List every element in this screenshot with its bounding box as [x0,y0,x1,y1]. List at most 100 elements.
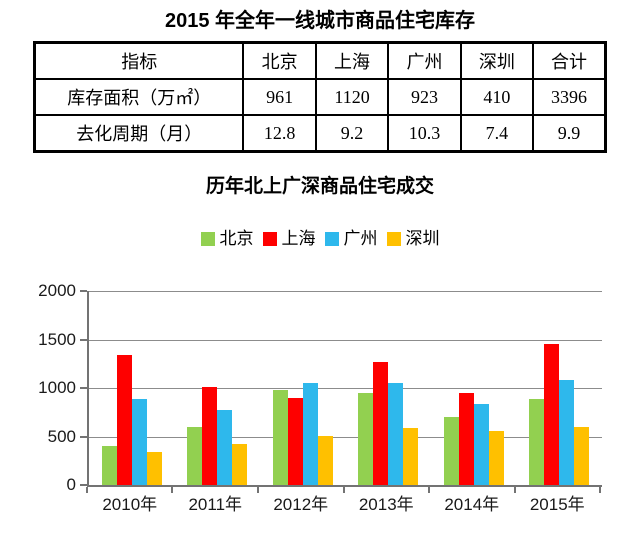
col-header-beijing: 北京 [242,41,317,80]
legend-label: 上海 [281,229,316,248]
cell-value: 3396 [532,78,607,116]
y-tick-mark [80,338,87,341]
bar-group-2014年 [431,291,517,485]
bar-group-2010年 [89,291,175,485]
y-tick-label: 0 [66,475,76,494]
bar-深圳-2014年 [488,431,504,485]
y-tick-label: 1500 [38,329,76,349]
x-tick-label: 2013年 [358,495,414,514]
x-tick-label: 2012年 [273,495,329,514]
table-row: 去化周期（月） 12.8 9.2 10.3 7.4 9.9 [33,114,607,153]
bar-深圳-2012年 [317,436,333,485]
bar-广州-2010年 [131,399,147,485]
y-tick-mark [80,387,87,389]
x-tick-mark [427,487,430,493]
x-tick-mark [599,487,601,493]
plot-area [87,291,602,487]
cell-value: 7.4 [459,114,535,153]
x-tick-label: 2010年 [102,495,158,514]
x-axis-ticks [86,487,601,493]
x-tick-mark [513,487,516,493]
col-header-shenzhen: 深圳 [459,41,535,80]
y-tick-label: 500 [47,426,76,446]
bar-深圳-2013年 [403,428,419,485]
bar-chart: 0 500 1000 1500 2000 2010年 2011年 2012年 2013年 201… [0,280,640,535]
x-tick-label: 2014年 [444,495,500,514]
legend-swatch-shanghai [262,232,277,246]
legend-swatch-guangzhou [324,232,339,246]
cell-value: 9.9 [532,114,607,153]
gridline [89,436,602,438]
bar-北京-2012年 [272,390,288,485]
x-tick-mark [171,487,174,493]
bar-广州-2013年 [388,383,404,485]
legend-label: 北京 [219,229,254,248]
table-header-row: 指标 北京 上海 广州 深圳 合计 [33,41,607,80]
bar-上海-2012年 [287,398,303,485]
legend-item-beijing: 北京 [200,229,254,249]
cell-value: 1120 [314,78,390,116]
y-tick-label: 2000 [38,281,76,300]
bar-广州-2011年 [217,410,233,485]
row-label: 库存面积（万㎡） [33,78,245,116]
table-title: 2015 年全年一线城市商品住宅库存 [164,10,476,32]
col-header-indicator: 指标 [33,41,245,80]
bar-北京-2015年 [529,399,545,485]
legend-item-shenzhen: 深圳 [386,229,440,249]
bar-group-2012年 [260,291,346,485]
bar-广州-2012年 [302,383,318,485]
y-axis-ticks [80,290,87,486]
legend-label: 广州 [343,229,378,248]
gridline [89,291,602,292]
cell-value: 410 [459,78,535,116]
legend-label: 深圳 [405,229,440,248]
bar-广州-2014年 [473,404,489,485]
y-tick-mark [80,435,87,438]
cell-value: 12.8 [242,114,317,153]
col-header-guangzhou: 广州 [387,41,462,80]
x-tick-mark [342,487,345,493]
gridline [89,339,602,341]
bar-深圳-2011年 [232,444,248,485]
bar-上海-2015年 [544,344,560,485]
chart-title: 历年北上广深商品住宅成交 [205,176,434,197]
legend-swatch-beijing [200,232,215,246]
bar-北京-2013年 [358,393,374,485]
bar-北京-2011年 [187,427,203,485]
table-row: 库存面积（万㎡） 961 1120 923 410 3396 [33,78,607,116]
cell-value: 9.2 [314,114,390,153]
x-tick-label: 2011年 [188,495,243,514]
y-tick-label: 1000 [38,378,76,397]
bar-group-2015年 [517,291,603,485]
y-tick-mark [80,290,87,292]
col-header-total: 合计 [532,41,607,80]
legend-swatch-shenzhen [386,232,401,246]
x-axis-labels: 2010年 2011年 2012年 2013年 2014年 2015年 [87,494,600,518]
bar-上海-2011年 [202,387,218,485]
legend-item-guangzhou: 广州 [324,229,378,249]
x-tick-label: 2015年 [529,495,585,514]
bar-深圳-2010年 [146,452,162,485]
inventory-table: 指标 北京 上海 广州 深圳 合计 库存面积（万㎡） 961 1120 923 … [33,41,607,153]
cell-value: 961 [242,78,317,116]
legend-item-shanghai: 上海 [262,229,316,249]
bar-北京-2010年 [101,446,117,485]
bar-深圳-2015年 [574,427,590,485]
y-tick-mark [80,484,87,486]
bar-上海-2014年 [458,393,474,485]
bar-广州-2015年 [559,380,575,485]
x-tick-mark [86,487,88,493]
bar-北京-2014年 [443,417,459,485]
cell-value: 923 [387,78,462,116]
bar-group-2011年 [175,291,261,485]
gridline [89,388,602,389]
col-header-shanghai: 上海 [314,41,390,80]
y-axis-labels: 0 500 1000 1500 2000 [0,281,76,494]
bar-上海-2013年 [373,362,389,485]
cell-value: 10.3 [387,114,462,153]
x-tick-mark [256,487,259,493]
row-label: 去化周期（月） [33,114,245,153]
bar-group-2013年 [346,291,432,485]
bar-上海-2010年 [116,355,132,485]
